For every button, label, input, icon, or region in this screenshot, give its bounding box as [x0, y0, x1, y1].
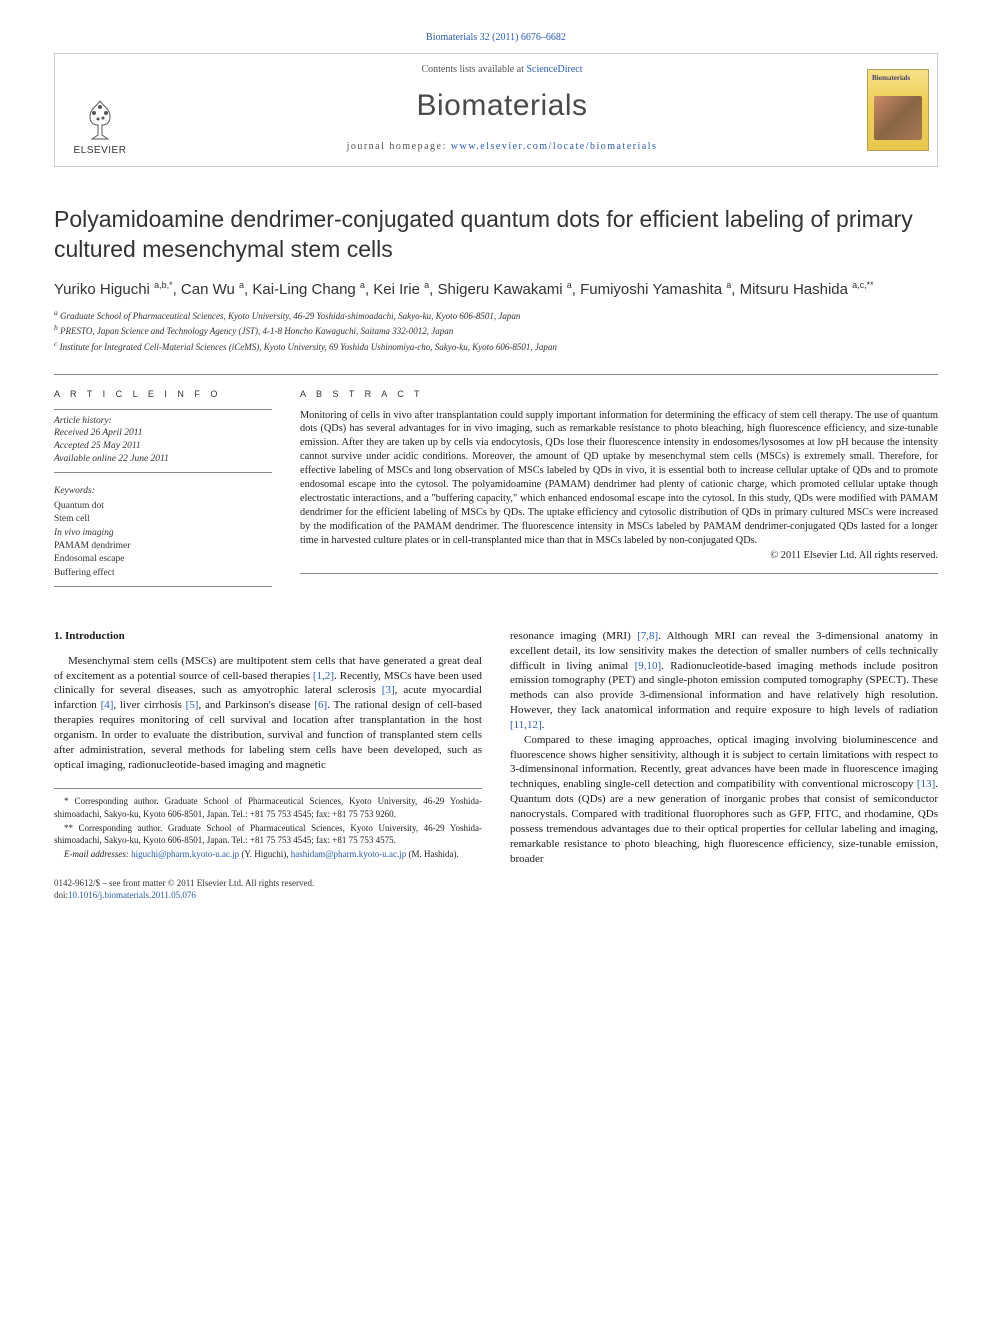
keyword: Quantum dot	[54, 500, 272, 513]
front-matter-bottom: 0142-9612/$ – see front matter © 2011 El…	[54, 878, 482, 901]
journal-homepage-line: journal homepage: www.elsevier.com/locat…	[145, 141, 859, 152]
emails-label: E-mail addresses:	[64, 849, 131, 859]
elsevier-tree-icon	[76, 95, 124, 143]
affiliations: a Graduate School of Pharmaceutical Scie…	[54, 308, 938, 354]
journal-cover-thumbnail: Biomaterials	[859, 54, 937, 166]
publisher-name: ELSEVIER	[74, 145, 127, 156]
author-list: Yuriko Higuchi a,b,*, Can Wu a, Kai-Ling…	[54, 279, 938, 300]
article-info-label: A R T I C L E I N F O	[54, 389, 272, 399]
publisher-logo: ELSEVIER	[55, 54, 145, 166]
keyword: In vivo imaging	[54, 527, 272, 540]
top-citation: Biomaterials 32 (2011) 6676–6682	[54, 32, 938, 43]
footnote-emails: E-mail addresses: higuchi@pharm.kyoto-u.…	[54, 848, 482, 860]
corresponding-author-footnotes: * Corresponding author. Graduate School …	[54, 788, 482, 860]
section-heading-introduction: 1. Introduction	[54, 629, 482, 644]
abstract-column: A B S T R A C T Monitoring of cells in v…	[300, 389, 938, 587]
footnote-corr-2: ** Corresponding author. Graduate School…	[54, 822, 482, 846]
article-history: Article history: Received 26 April 2011 …	[54, 409, 272, 473]
keywords-label: Keywords:	[54, 485, 272, 498]
history-received: Received 26 April 2011	[54, 427, 272, 440]
contents-prefix: Contents lists available at	[421, 64, 526, 75]
history-label: Article history:	[54, 415, 272, 428]
journal-name: Biomaterials	[145, 89, 859, 123]
header-center: Contents lists available at ScienceDirec…	[145, 54, 859, 166]
abstract-label: A B S T R A C T	[300, 389, 938, 399]
doi-label: doi:	[54, 890, 68, 900]
affiliation: b PRESTO, Japan Science and Technology A…	[54, 323, 938, 338]
affiliation: a Graduate School of Pharmaceutical Scie…	[54, 308, 938, 323]
history-accepted: Accepted 25 May 2011	[54, 440, 272, 453]
keyword: Buffering effect	[54, 567, 272, 580]
intro-paragraph-1: Mesenchymal stem cells (MSCs) are multip…	[54, 654, 482, 773]
cover-title: Biomaterials	[872, 74, 924, 82]
cover-image-placeholder	[874, 96, 922, 140]
keyword: Stem cell	[54, 513, 272, 526]
email-who-2: (M. Hashida).	[406, 849, 459, 859]
intro-paragraph-2: resonance imaging (MRI) [7,8]. Although …	[510, 629, 938, 733]
affiliation: c Institute for Integrated Cell-Material…	[54, 339, 938, 354]
abstract-body: Monitoring of cells in vivo after transp…	[300, 410, 938, 546]
article-title: Polyamidoamine dendrimer-conjugated quan…	[54, 205, 938, 265]
issn-line: 0142-9612/$ – see front matter © 2011 El…	[54, 878, 482, 890]
article-info-column: A R T I C L E I N F O Article history: R…	[54, 389, 272, 587]
journal-header-box: ELSEVIER Contents lists available at Sci…	[54, 53, 938, 167]
intro-paragraph-3: Compared to these imaging approaches, op…	[510, 733, 938, 867]
history-online: Available online 22 June 2011	[54, 453, 272, 466]
keyword: Endosomal escape	[54, 553, 272, 566]
email-link-2[interactable]: hashidam@pharm.kyoto-u.ac.jp	[291, 849, 407, 859]
homepage-prefix: journal homepage:	[347, 141, 451, 152]
abstract-text: Monitoring of cells in vivo after transp…	[300, 409, 938, 575]
abstract-copyright: © 2011 Elsevier Ltd. All rights reserved…	[300, 549, 938, 563]
body-column-left: 1. Introduction Mesenchymal stem cells (…	[54, 629, 482, 902]
contents-lists-line: Contents lists available at ScienceDirec…	[145, 64, 859, 75]
email-who-1: (Y. Higuchi),	[239, 849, 291, 859]
doi-link[interactable]: 10.1016/j.biomaterials.2011.05.076	[68, 890, 196, 900]
email-link-1[interactable]: higuchi@pharm.kyoto-u.ac.jp	[131, 849, 239, 859]
body-two-column: 1. Introduction Mesenchymal stem cells (…	[54, 629, 938, 902]
keyword: PAMAM dendrimer	[54, 540, 272, 553]
sciencedirect-link[interactable]: ScienceDirect	[526, 64, 582, 75]
footnote-corr-1: * Corresponding author. Graduate School …	[54, 795, 482, 819]
body-column-right: resonance imaging (MRI) [7,8]. Although …	[510, 629, 938, 902]
keywords-box: Keywords: Quantum dot Stem cell In vivo …	[54, 485, 272, 587]
journal-homepage-link[interactable]: www.elsevier.com/locate/biomaterials	[451, 141, 658, 152]
